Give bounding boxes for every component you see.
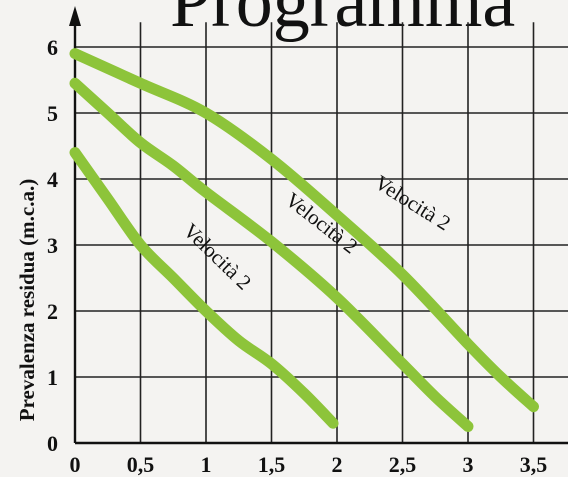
x-tick-label: 0,5 <box>127 452 155 477</box>
x-tick-label: 1,5 <box>258 452 286 477</box>
curves: Velocità 2 Velocità 2 Velocità 2 <box>69 48 539 432</box>
x-tick-label: 0 <box>70 452 81 477</box>
y-tick-label: 5 <box>47 101 58 126</box>
x-tick-label: 1 <box>201 452 212 477</box>
x-tick-label: 3 <box>463 452 474 477</box>
y-tick-label: 3 <box>47 233 58 258</box>
grid <box>74 22 568 443</box>
y-tick-label: 2 <box>47 299 58 324</box>
x-tick-label: 2 <box>332 452 343 477</box>
y-tick-label: 6 <box>47 35 58 60</box>
y-axis-arrow-icon <box>69 6 81 26</box>
y-tick-label: 0 <box>47 431 58 456</box>
y-axis-label: Prevalenza residua (m.c.a.) <box>15 179 39 421</box>
axes <box>69 6 568 445</box>
x-tick-label: 3,5 <box>520 452 548 477</box>
x-tick-label: 2,5 <box>389 452 417 477</box>
tick-labels: 0 0,5 1 1,5 2 2,5 3 3,5 0 1 2 3 4 5 6 <box>47 35 547 477</box>
y-tick-label: 4 <box>47 167 58 192</box>
curve-velocita-1 <box>69 147 339 429</box>
heading-fragment: Programma <box>170 0 515 43</box>
curve-label: Velocità 2 <box>179 218 257 294</box>
curve-velocita-2 <box>69 77 474 432</box>
curve-label: Velocità 2 <box>371 170 455 235</box>
curve-velocita-3 <box>69 48 539 413</box>
y-tick-label: 1 <box>47 365 58 390</box>
